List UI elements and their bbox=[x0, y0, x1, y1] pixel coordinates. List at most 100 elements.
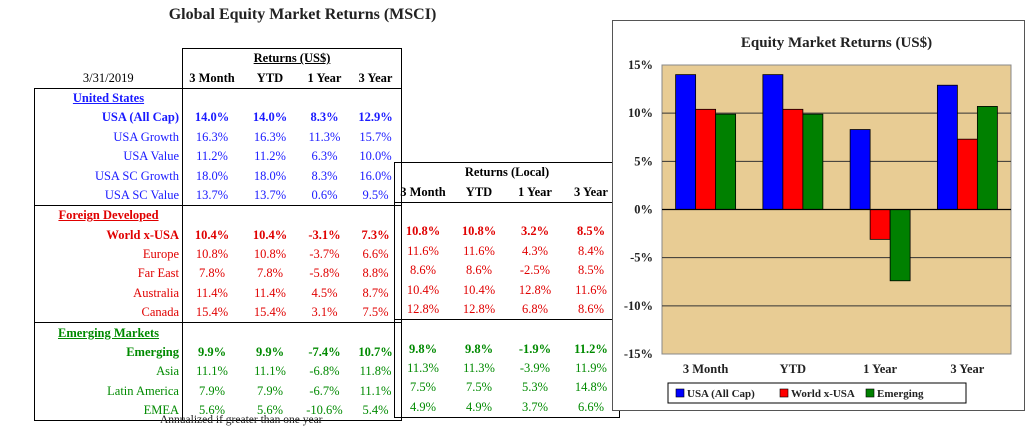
return-value: 10.8% bbox=[461, 224, 497, 239]
y-tick-label: -5% bbox=[630, 251, 653, 265]
return-value: 11.8% bbox=[350, 362, 402, 382]
table-row: World x-USA 10.4% 10.4% -3.1% 7.3% bbox=[34, 225, 402, 245]
table-row: Australia 11.4% 11.4% 4.5% 8.7% bbox=[34, 283, 402, 304]
row-label: Latin America bbox=[34, 381, 183, 402]
row-label: USA Value bbox=[34, 146, 183, 167]
return-value: 11.6% bbox=[394, 241, 451, 261]
return-value: 18.0% bbox=[253, 168, 287, 183]
returns-usd-table: Returns (US$) 3/31/2019 3 Month YTD 1 Year 3 … bbox=[34, 48, 402, 422]
table-row: Europe 10.8% 10.8% -3.7% 6.6% bbox=[34, 244, 402, 265]
return-value: 11.1% bbox=[350, 381, 402, 402]
x-category-label: 3 Month bbox=[683, 362, 729, 376]
as-of-date: 3/31/2019 bbox=[82, 70, 134, 85]
return-value: 11.1% bbox=[254, 364, 286, 379]
table-row: USA SC Growth 18.0% 18.0% 8.3% 16.0% bbox=[34, 166, 402, 186]
bar-usa-all-cap-1 bbox=[762, 74, 784, 210]
bar-world-x-usa-3 bbox=[956, 138, 978, 210]
return-value: -3.7% bbox=[309, 247, 340, 262]
return-value: -5.8% bbox=[309, 266, 340, 281]
return-value: 10.4% bbox=[394, 280, 451, 300]
usd-group-header-row: Returns (US$) bbox=[35, 48, 402, 69]
bar-emerging-0 bbox=[715, 113, 737, 210]
usd-column-header: 3 Year bbox=[350, 68, 402, 89]
return-value: 0.6% bbox=[311, 187, 338, 202]
return-value: 4.9% bbox=[394, 397, 451, 419]
return-value: 15.4% bbox=[182, 303, 241, 323]
table-row: Far East 7.8% 7.8% -5.8% 8.8% bbox=[34, 264, 402, 284]
return-value: 7.9% bbox=[256, 383, 284, 398]
return-value: 7.5% bbox=[465, 380, 493, 395]
return-value: -10.6% bbox=[299, 401, 350, 422]
legend-label: Emerging bbox=[877, 388, 924, 400]
return-value: 10.8% bbox=[394, 222, 451, 242]
return-value: 16.0% bbox=[350, 166, 402, 186]
x-category-label: YTD bbox=[780, 362, 806, 376]
return-value: 11.6% bbox=[463, 243, 495, 258]
usd-column-header-row: 3/31/2019 3 Month YTD 1 Year 3 Year bbox=[35, 68, 402, 89]
return-value: 16.3% bbox=[182, 127, 241, 147]
y-tick-label: 15% bbox=[628, 58, 653, 72]
return-value: 11.9% bbox=[563, 358, 620, 379]
x-category-label: 1 Year bbox=[863, 362, 897, 376]
row-label: USA (All Cap) bbox=[34, 108, 183, 128]
return-value: 8.6% bbox=[465, 263, 493, 278]
return-value: -2.5% bbox=[519, 263, 551, 278]
legend-label: World x-USA bbox=[791, 388, 855, 400]
local-column-header: 3 Month bbox=[394, 182, 451, 203]
row-label: Australia bbox=[34, 283, 183, 304]
legend-swatch bbox=[865, 388, 875, 398]
bar-emerging-1 bbox=[802, 113, 824, 210]
return-value: 12.8% bbox=[518, 282, 552, 297]
page-title: Global Equity Market Returns (MSCI) bbox=[168, 6, 437, 23]
row-label: Far East bbox=[34, 264, 183, 284]
return-value: 10.8% bbox=[253, 247, 287, 262]
return-value: 11.3% bbox=[394, 358, 451, 379]
row-label: USA Growth bbox=[34, 127, 183, 147]
return-value: 11.3% bbox=[463, 361, 495, 376]
table-row: 11.3% 11.3% -3.9% 11.9% bbox=[394, 358, 620, 379]
return-value: 8.5% bbox=[563, 260, 620, 281]
return-value: 10.0% bbox=[350, 146, 402, 167]
return-value: 7.8% bbox=[182, 264, 241, 284]
return-value: 12.9% bbox=[350, 108, 402, 128]
section-header-row: United States bbox=[34, 87, 402, 109]
bar-world-x-usa-0 bbox=[695, 108, 717, 210]
y-tick-label: -15% bbox=[624, 347, 653, 361]
return-value: 7.9% bbox=[182, 381, 241, 402]
return-value: 6.6% bbox=[563, 397, 620, 419]
return-value: -1.9% bbox=[518, 341, 552, 356]
bar-usa-all-cap-0 bbox=[675, 74, 697, 210]
table-row: EMEA 5.6% 5.6% -10.6% 5.4% bbox=[34, 401, 402, 422]
section-name: Foreign Developed bbox=[34, 205, 183, 226]
local-group-header: Returns (Local) bbox=[394, 162, 620, 183]
return-value: 4.3% bbox=[521, 243, 549, 258]
return-value: 3.2% bbox=[520, 224, 550, 239]
return-value: 8.5% bbox=[563, 222, 620, 242]
return-value: 14.0% bbox=[252, 110, 288, 125]
return-value: -7.4% bbox=[308, 345, 341, 360]
return-value: 9.8% bbox=[394, 339, 451, 359]
table-row: 7.5% 7.5% 5.3% 14.8% bbox=[394, 378, 620, 398]
table-row: Asia 11.1% 11.1% -6.8% 11.8% bbox=[34, 362, 402, 382]
return-value: 4.5% bbox=[311, 285, 338, 300]
bar-usa-all-cap-2 bbox=[849, 129, 871, 210]
bar-emerging-2 bbox=[889, 209, 911, 282]
section-spacer-row bbox=[394, 319, 620, 340]
return-value: -6.8% bbox=[309, 364, 340, 379]
return-value: 12.8% bbox=[394, 299, 451, 320]
return-value: 5.3% bbox=[521, 380, 549, 395]
return-value: 4.9% bbox=[451, 397, 507, 419]
return-value: 9.9% bbox=[255, 345, 285, 360]
return-value: 6.3% bbox=[311, 149, 338, 164]
return-value: 5.6% bbox=[241, 401, 299, 422]
return-value: 14.0% bbox=[182, 108, 241, 128]
return-value: 10.4% bbox=[252, 227, 288, 242]
chart-title: Equity Market Returns (US$) bbox=[741, 35, 932, 51]
return-value: 10.4% bbox=[182, 225, 241, 245]
chart-legend bbox=[667, 382, 967, 404]
return-value: 13.7% bbox=[253, 187, 287, 202]
table-row: 8.6% 8.6% -2.5% 8.5% bbox=[394, 260, 620, 281]
bar-world-x-usa-2 bbox=[869, 209, 891, 240]
table-row: Latin America 7.9% 7.9% -6.7% 11.1% bbox=[34, 381, 402, 402]
local-column-header-row: 3 Month YTD 1 Year 3 Year bbox=[394, 182, 620, 203]
